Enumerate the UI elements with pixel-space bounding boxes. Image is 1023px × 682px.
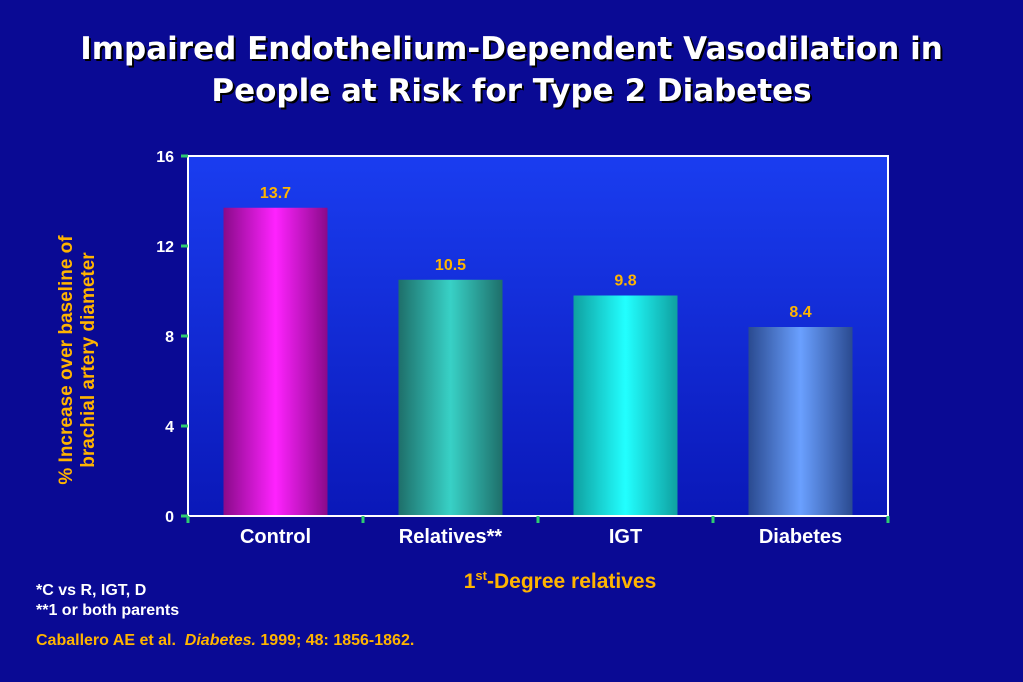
data-label: 10.5: [435, 257, 466, 274]
title-line-1: Impaired Endothelium-Dependent Vasodilat…: [80, 31, 943, 67]
footnote-1: *C vs R, IGT, D: [36, 582, 147, 599]
x-axis-title-rest: -Degree relatives: [486, 570, 657, 593]
x-axis-title: 1st-Degree relatives: [380, 568, 740, 594]
y-axis-title-line-1: % Increase over baseline of: [56, 235, 77, 485]
y-tick-label: 0: [165, 509, 174, 526]
y-axis-title-line-2: brachial artery diameter: [78, 252, 99, 468]
citation: Caballero AE et al. Diabetes. 1999; 48: …: [36, 632, 414, 650]
citation-authors: Caballero AE et al.: [36, 632, 176, 649]
x-tick-label: IGT: [609, 526, 642, 548]
x-axis-title-sup: st: [475, 568, 487, 583]
bar-control: [223, 207, 328, 516]
slide-title: Impaired Endothelium-Dependent Vasodilat…: [0, 28, 1023, 112]
footnote-2: **1 or both parents: [36, 602, 180, 619]
bar-diabetes: [748, 327, 853, 516]
data-label: 9.8: [614, 273, 636, 290]
y-tick-label: 8: [165, 329, 174, 346]
footnotes: *C vs R, IGT, D **1 or both parents: [36, 581, 179, 621]
citation-journal: Diabetes.: [184, 632, 256, 649]
bar-relatives: [398, 279, 503, 516]
citation-details: 1999; 48: 1856-1862.: [260, 632, 415, 649]
bar-igt: [573, 295, 678, 516]
title-line-2: People at Risk for Type 2 Diabetes: [211, 73, 812, 109]
y-tick-label: 12: [156, 239, 174, 256]
y-tick-label: 16: [156, 149, 174, 166]
y-tick-label: 4: [165, 419, 174, 436]
data-label: 8.4: [789, 304, 811, 321]
x-tick-label: Control: [240, 526, 311, 548]
x-tick-label: Relatives**: [399, 526, 503, 548]
x-axis-title-main: 1: [463, 570, 476, 593]
x-tick-label: Diabetes: [759, 526, 842, 548]
data-label: 13.7: [260, 185, 291, 202]
